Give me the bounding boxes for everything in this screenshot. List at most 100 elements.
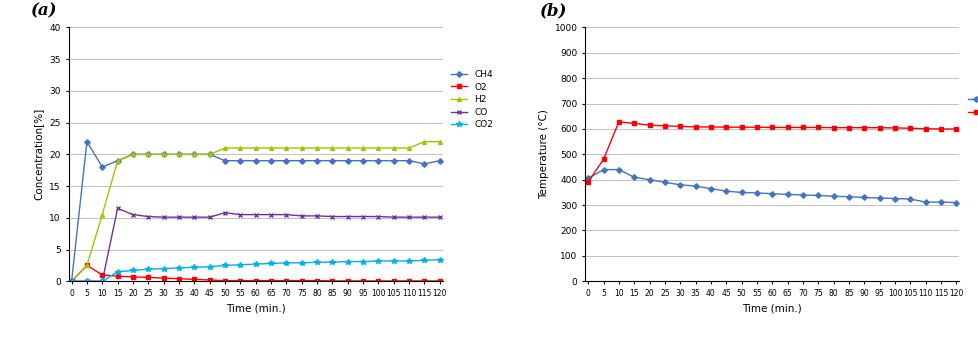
- CO: [433, 215, 445, 219]
- H2: [81, 263, 93, 268]
- O2: [311, 279, 323, 283]
- CO2: [373, 259, 384, 263]
- CO2: [341, 260, 353, 264]
- catal. temp.: [904, 126, 915, 130]
- Text: (b): (b): [540, 2, 567, 19]
- O2: [127, 275, 139, 279]
- CH4: [81, 140, 93, 144]
- gas temp.: [704, 187, 716, 191]
- CH4: [403, 158, 415, 163]
- CH4: [327, 158, 338, 163]
- catal. temp.: [704, 125, 716, 129]
- Y-axis label: Temperature (°C): Temperature (°C): [538, 109, 549, 199]
- H2: [433, 140, 445, 144]
- H2: [111, 158, 123, 163]
- gas temp.: [658, 180, 670, 184]
- CH4: [249, 158, 261, 163]
- H2: [357, 146, 369, 150]
- CH4: [219, 158, 231, 163]
- CO2: [203, 264, 215, 269]
- CO2: [142, 267, 154, 271]
- CO: [403, 215, 415, 219]
- catal. temp.: [919, 127, 931, 131]
- H2: [265, 146, 277, 150]
- Line: gas temp.: gas temp.: [586, 168, 957, 204]
- CH4: [357, 158, 369, 163]
- CH4: [311, 158, 323, 163]
- X-axis label: Time (min.): Time (min.): [741, 304, 801, 314]
- Line: CO2: CO2: [68, 257, 442, 284]
- gas temp.: [689, 184, 700, 188]
- gas temp.: [750, 191, 762, 195]
- CH4: [265, 158, 277, 163]
- CO2: [281, 261, 292, 265]
- CO2: [173, 266, 185, 270]
- Line: O2: O2: [69, 263, 441, 283]
- H2: [295, 146, 307, 150]
- gas temp.: [612, 167, 624, 172]
- gas temp.: [674, 183, 686, 187]
- gas temp.: [597, 167, 608, 172]
- O2: [173, 277, 185, 281]
- H2: [157, 152, 169, 156]
- H2: [249, 146, 261, 150]
- O2: [96, 273, 108, 277]
- CH4: [341, 158, 353, 163]
- catal. temp.: [674, 125, 686, 129]
- H2: [373, 146, 384, 150]
- catal. temp.: [597, 157, 608, 162]
- CO: [265, 213, 277, 217]
- CO: [81, 279, 93, 283]
- Y-axis label: Concentration[%]: Concentration[%]: [34, 108, 44, 200]
- gas temp.: [628, 175, 640, 179]
- catal. temp.: [643, 123, 654, 127]
- CO: [327, 214, 338, 218]
- CO2: [157, 267, 169, 271]
- H2: [311, 146, 323, 150]
- CO: [127, 213, 139, 217]
- CO: [66, 279, 77, 283]
- CO2: [66, 279, 77, 283]
- CO: [281, 213, 292, 217]
- CO2: [219, 263, 231, 268]
- CO2: [111, 270, 123, 274]
- gas temp.: [904, 197, 915, 201]
- CH4: [387, 158, 399, 163]
- CO: [173, 215, 185, 219]
- O2: [387, 279, 399, 283]
- H2: [387, 146, 399, 150]
- CO: [188, 215, 200, 219]
- CH4: [173, 152, 185, 156]
- CH4: [203, 152, 215, 156]
- CO: [235, 213, 246, 217]
- CO: [311, 214, 323, 218]
- CO2: [403, 259, 415, 263]
- CO2: [96, 279, 108, 283]
- H2: [188, 152, 200, 156]
- CO2: [311, 260, 323, 264]
- catal. temp.: [934, 127, 946, 131]
- CH4: [127, 152, 139, 156]
- catal. temp.: [780, 126, 792, 130]
- CO: [249, 213, 261, 217]
- O2: [373, 279, 384, 283]
- H2: [403, 146, 415, 150]
- Text: (a): (a): [31, 2, 58, 19]
- catal. temp.: [796, 126, 808, 130]
- catal. temp.: [888, 126, 900, 130]
- catal. temp.: [950, 127, 961, 131]
- Line: CO: CO: [69, 206, 441, 283]
- O2: [157, 276, 169, 280]
- O2: [419, 279, 430, 283]
- catal. temp.: [720, 125, 732, 129]
- CO2: [295, 261, 307, 265]
- CO: [295, 214, 307, 218]
- CO2: [188, 265, 200, 269]
- catal. temp.: [750, 125, 762, 129]
- gas temp.: [842, 195, 854, 199]
- gas temp.: [950, 201, 961, 205]
- CH4: [111, 158, 123, 163]
- CH4: [96, 165, 108, 169]
- O2: [341, 279, 353, 283]
- catal. temp.: [812, 126, 823, 130]
